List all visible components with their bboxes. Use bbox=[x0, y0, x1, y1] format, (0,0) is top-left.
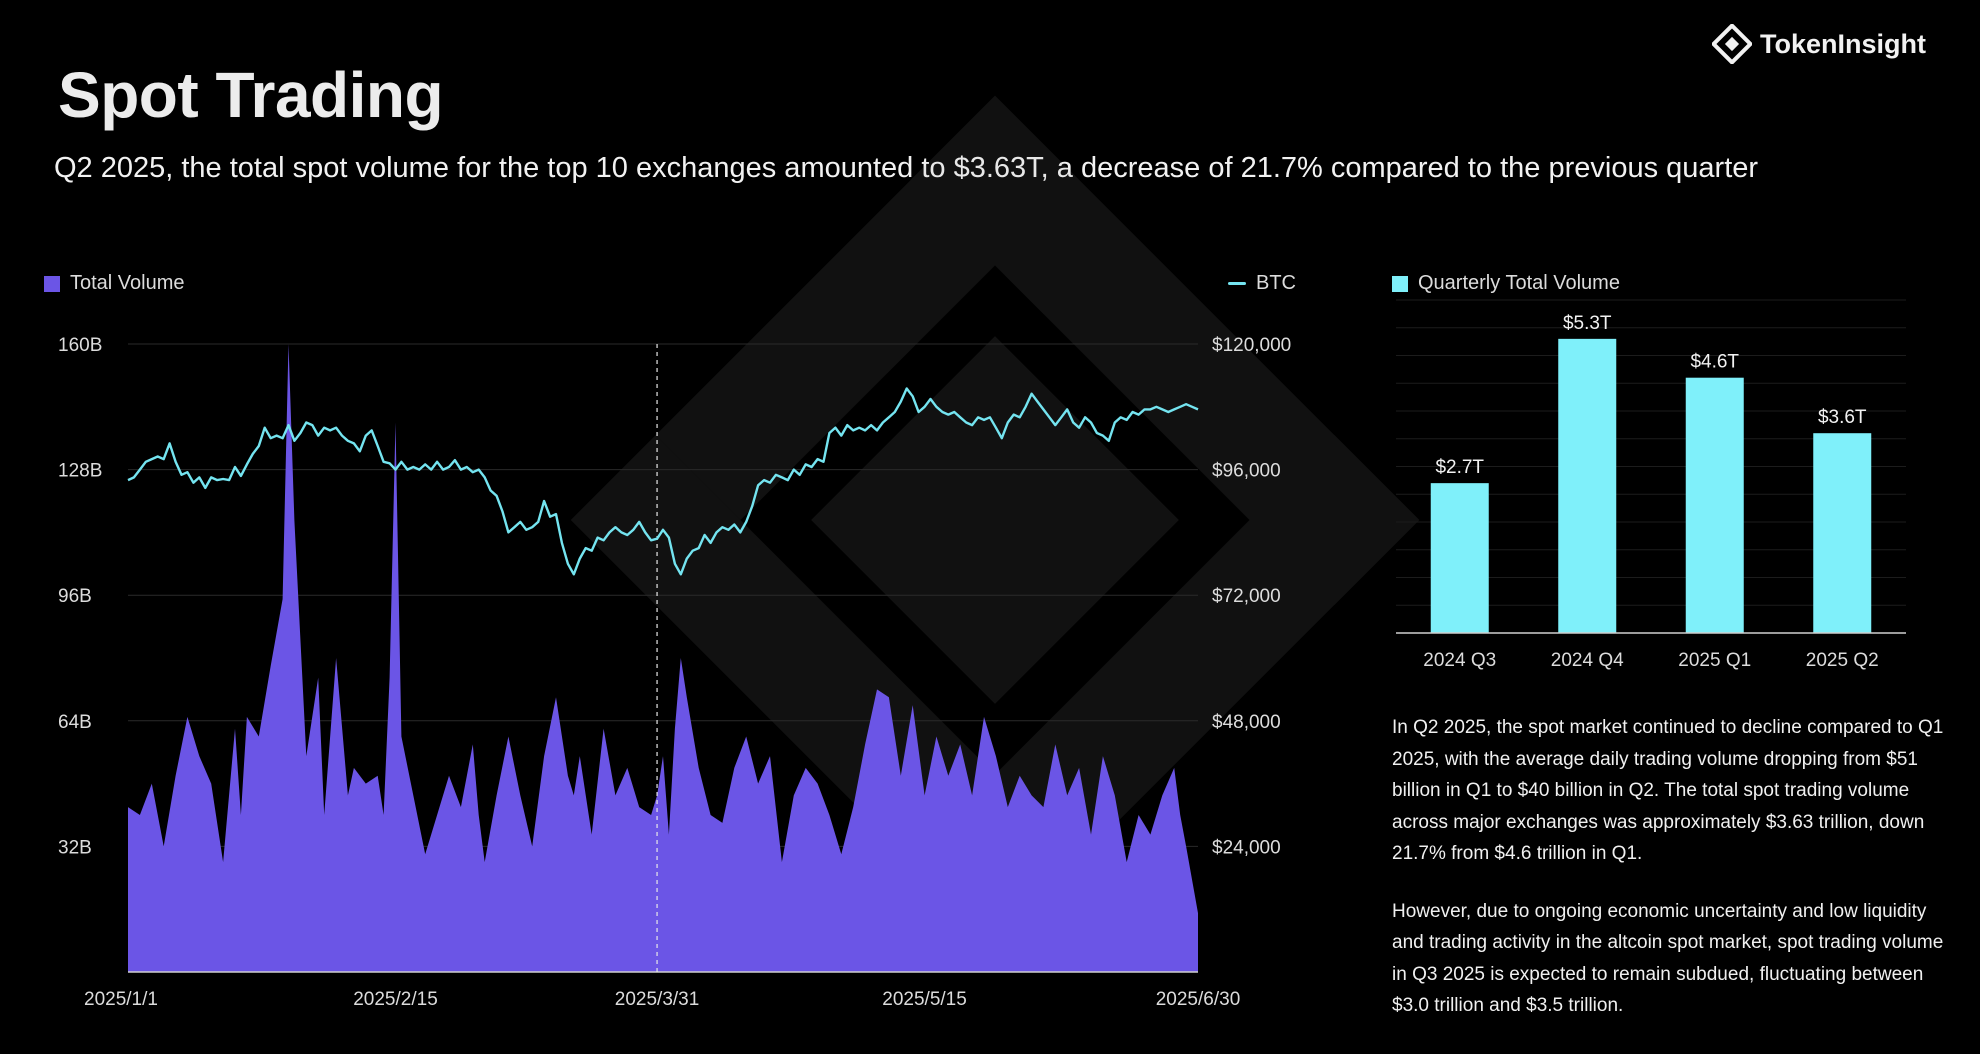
y-right-tick-label: $72,000 bbox=[1212, 586, 1281, 607]
bar-value-label: $5.3T bbox=[1563, 313, 1612, 334]
bar-category-label: 2025 Q1 bbox=[1678, 650, 1751, 671]
y-left-tick-label: 96B bbox=[58, 586, 92, 607]
legend-quarterly-label: Quarterly Total Volume bbox=[1418, 272, 1620, 294]
legend-quarterly-volume: Quarterly Total Volume bbox=[1392, 272, 1620, 295]
bar-category-label: 2024 Q4 bbox=[1551, 650, 1624, 671]
legend-btc-swatch bbox=[1228, 282, 1246, 285]
page-title: Spot Trading bbox=[58, 59, 444, 131]
bar-value-label: $4.6T bbox=[1690, 352, 1739, 373]
y-right-tick-label: $120,000 bbox=[1212, 335, 1291, 356]
x-tick-label: 2025/3/31 bbox=[615, 989, 700, 1010]
quarterly-bar bbox=[1430, 483, 1489, 633]
legend-volume-swatch bbox=[44, 275, 60, 292]
token-insight-logo-icon bbox=[1712, 24, 1752, 64]
brand-name: TokenInsight bbox=[1760, 28, 1926, 59]
y-left-tick-label: 160B bbox=[58, 335, 102, 356]
quarterly-bar bbox=[1813, 433, 1872, 633]
legend-quarterly-swatch bbox=[1392, 275, 1408, 292]
y-left-tick-label: 128B bbox=[58, 461, 102, 482]
commentary-paragraph-1: In Q2 2025, the spot market continued to… bbox=[1392, 717, 1944, 864]
legend-btc: BTC bbox=[1228, 272, 1296, 295]
y-left-tick-label: 32B bbox=[58, 837, 92, 858]
brand-logo: TokenInsight bbox=[1712, 24, 1926, 64]
y-right-tick-label: $24,000 bbox=[1212, 837, 1281, 858]
y-right-tick-label: $48,000 bbox=[1212, 712, 1281, 733]
y-left-tick-label: 64B bbox=[58, 712, 92, 733]
quarterly-bar bbox=[1558, 338, 1617, 633]
bar-category-label: 2025 Q2 bbox=[1806, 650, 1879, 671]
total-volume-area bbox=[128, 344, 1198, 972]
x-tick-label: 2025/1/1 bbox=[84, 989, 158, 1010]
x-tick-label: 2025/5/15 bbox=[882, 989, 967, 1010]
commentary: In Q2 2025, the spot market continued to… bbox=[1392, 712, 1960, 1048]
quarterly-bar bbox=[1685, 377, 1744, 633]
x-tick-label: 2025/2/15 bbox=[353, 989, 438, 1010]
commentary-paragraph-2: However, due to ongoing economic uncerta… bbox=[1392, 900, 1944, 1017]
bar-value-label: $2.7T bbox=[1435, 457, 1484, 478]
quarterly-volume-bar-chart: $2.7T 2024 Q3 $5.3T 2024 Q4 $4.6T 2025 Q1 $3.6… bbox=[1396, 299, 1906, 671]
page-subtitle: Q2 2025, the total spot volume for the t… bbox=[54, 152, 1759, 184]
daily-volume-btc-chart: 160B 128B 96B 64B 32B $120,000 $96,000 $72,000 $… bbox=[58, 335, 1291, 1010]
legend-total-volume: Total Volume bbox=[44, 272, 185, 295]
y-right-tick-label: $96,000 bbox=[1212, 461, 1281, 482]
bar-value-label: $3.6T bbox=[1818, 407, 1867, 428]
legend-btc-label: BTC bbox=[1256, 272, 1296, 294]
bar-category-label: 2024 Q3 bbox=[1423, 650, 1496, 671]
x-tick-label: 2025/6/30 bbox=[1156, 989, 1241, 1010]
btc-price-line bbox=[127, 387, 1199, 576]
legend-volume-label: Total Volume bbox=[70, 272, 185, 294]
